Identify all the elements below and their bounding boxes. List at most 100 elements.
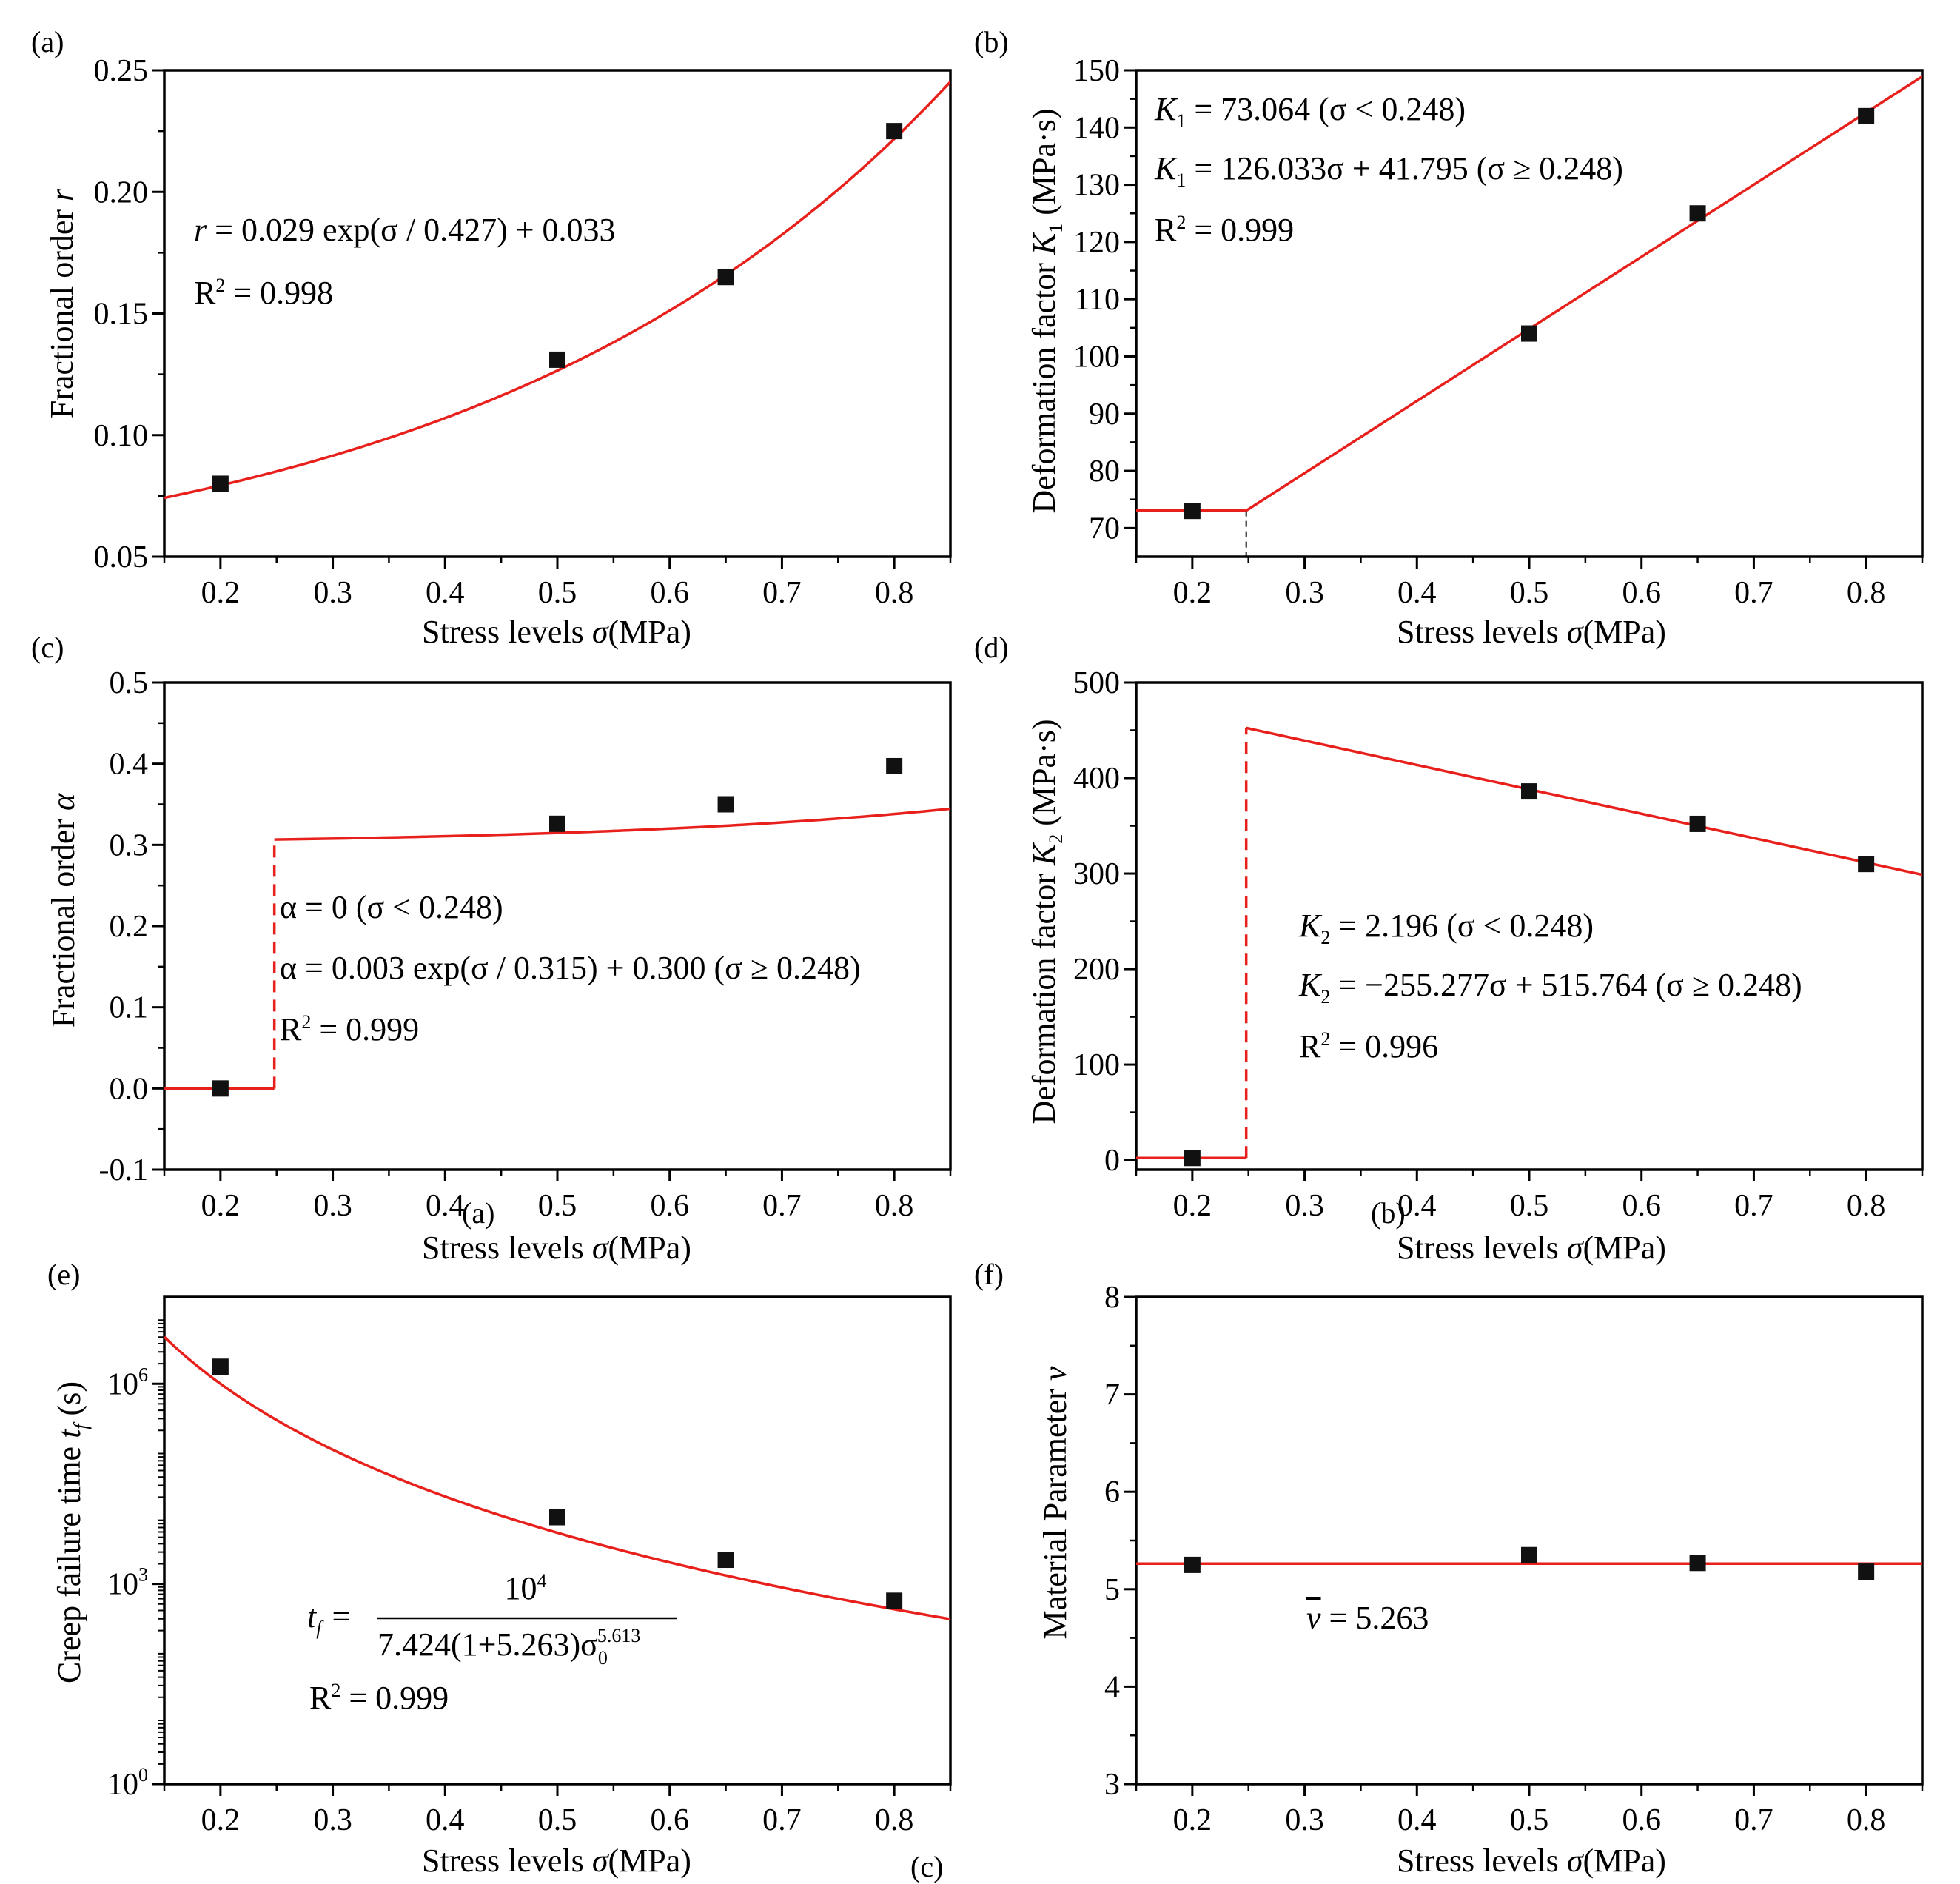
- x-tick-label: 0.4: [426, 1189, 465, 1223]
- x-axis-label-c: Stress levels σ(MPa): [422, 1230, 691, 1266]
- equation-b-1: K1 = 73.064 (σ < 0.248): [1154, 91, 1466, 132]
- data-point: [212, 475, 229, 492]
- y-axis-label-e: Creep failure time tf (s): [51, 1381, 92, 1683]
- panel-e: (e) Creep failure time tf (s) Stress lev…: [47, 1258, 952, 1883]
- stray-label-b: (b): [1371, 1196, 1406, 1230]
- x-tick-label: 0.2: [1173, 1803, 1212, 1837]
- y-tick-label: 0.1: [110, 991, 149, 1025]
- fit-line: [164, 81, 950, 500]
- x-tick-label: 0.8: [1847, 576, 1886, 610]
- x-tick-label: 0.7: [762, 1189, 802, 1223]
- x-tick-label: 0.2: [201, 1803, 241, 1837]
- x-tick-label: 0.4: [1397, 1803, 1437, 1837]
- data-point: [1184, 503, 1201, 520]
- data-point: [212, 1080, 229, 1097]
- y-tick-label: 4: [1104, 1670, 1120, 1704]
- equation-f-mean: v = 5.263: [1306, 1600, 1429, 1636]
- x-tick-label: 0.4: [1397, 576, 1437, 610]
- fit-line: [164, 1335, 950, 1620]
- x-tick-label: 0.3: [1285, 576, 1324, 610]
- data-point: [886, 1592, 903, 1609]
- data-point: [1521, 783, 1537, 800]
- data-point: [549, 1509, 565, 1526]
- y-tick-label: 100: [1073, 340, 1120, 374]
- data-point: [1184, 1150, 1201, 1167]
- y-axis-label-f: Material Parameter v: [1037, 1366, 1073, 1639]
- x-tick-label: 0.8: [875, 576, 914, 610]
- stray-label-a: (a): [462, 1196, 494, 1230]
- y-tick-label: 200: [1073, 953, 1120, 987]
- y-tick-label: 80: [1089, 455, 1120, 489]
- equation-d-1: K2 = 2.196 (σ < 0.248): [1298, 908, 1594, 948]
- y-tick-label: 103: [107, 1564, 148, 1602]
- x-tick-label: 0.8: [875, 1189, 914, 1223]
- x-axis-label-b: Stress levels σ(MPa): [1397, 614, 1666, 650]
- panel-label-b: (b): [974, 25, 1009, 58]
- x-tick-label: 0.2: [201, 1189, 241, 1223]
- y-tick-label: 140: [1073, 111, 1120, 145]
- stray-label-c: (c): [910, 1850, 943, 1883]
- panel-c: (c) Fractional order α Stress levels σ(M…: [31, 631, 952, 1266]
- x-tick-label: 0.7: [1734, 576, 1773, 610]
- x-tick-label: 0.4: [426, 1803, 465, 1837]
- panel-label-f: (f): [974, 1258, 1004, 1291]
- equation-b-r2: R2 = 0.999: [1155, 212, 1294, 248]
- x-tick-label: 0.4: [426, 576, 465, 610]
- y-tick-label: 100: [1073, 1048, 1120, 1082]
- y-tick-label: 0.0: [110, 1072, 149, 1106]
- equation-a-r2: R2 = 0.998: [194, 275, 333, 311]
- x-tick-label: 0.7: [762, 576, 802, 610]
- panel-label-d: (d): [974, 631, 1009, 664]
- fit-line: [1246, 726, 1922, 876]
- y-tick-label: 0: [1104, 1144, 1120, 1178]
- data-point: [1184, 1556, 1201, 1573]
- y-tick-label: 8: [1104, 1281, 1120, 1315]
- equation-d-r2: R2 = 0.996: [1299, 1028, 1438, 1065]
- x-tick-label: 0.3: [1285, 1189, 1324, 1223]
- x-tick-label: 0.7: [1734, 1189, 1773, 1223]
- equation-e-numerator: 104: [505, 1570, 547, 1606]
- y-tick-label: 106: [107, 1364, 148, 1401]
- data-point: [886, 757, 903, 774]
- x-tick-label: 0.8: [875, 1803, 914, 1837]
- y-tick-label: 300: [1073, 857, 1120, 891]
- y-axis-label-d: Deformation factor K2 (MPa·s): [1026, 720, 1067, 1124]
- y-tick-label: 5: [1104, 1573, 1120, 1607]
- x-tick-label: 0.2: [1173, 1189, 1212, 1223]
- data-point: [717, 796, 734, 813]
- y-axis-label-b: Deformation factor K1 (MPa·s): [1026, 109, 1067, 514]
- x-tick-label: 0.5: [1510, 1189, 1549, 1223]
- y-tick-label: 110: [1075, 283, 1120, 317]
- data-point: [549, 351, 565, 368]
- equation-c-2: α = 0.003 exp(σ / 0.315) + 0.300 (σ ≥ 0.…: [280, 950, 861, 986]
- x-axis-label-a: Stress levels σ(MPa): [422, 614, 691, 650]
- data-point: [717, 1552, 734, 1569]
- data-point: [212, 1358, 229, 1375]
- x-tick-label: 0.4: [1397, 1189, 1437, 1223]
- plot-frame-c: [163, 681, 952, 1171]
- y-tick-label: 6: [1104, 1475, 1120, 1509]
- panel-d: (d) Deformation factor K2 (MPa·s) Stress…: [974, 631, 1924, 1266]
- fit-line: [1245, 75, 1922, 512]
- y-tick-label: 0.20: [94, 175, 149, 209]
- data-point: [1521, 325, 1537, 342]
- y-axis-label-c: Fractional order α: [45, 793, 81, 1028]
- y-tick-label: 130: [1073, 169, 1120, 203]
- y-tick-label: 70: [1089, 512, 1120, 546]
- x-tick-label: 0.6: [650, 1803, 689, 1837]
- x-axis-label-d: Stress levels σ(MPa): [1397, 1230, 1666, 1266]
- y-tick-label: 0.10: [94, 419, 149, 453]
- equation-a-1: r = 0.029 exp(σ / 0.427) + 0.033: [194, 212, 616, 248]
- y-tick-label: 0.3: [110, 828, 149, 862]
- data-point: [1689, 815, 1706, 832]
- y-tick-label: 3: [1104, 1768, 1120, 1802]
- y-tick-label: 500: [1073, 666, 1120, 700]
- y-tick-label: 0.15: [94, 298, 149, 332]
- y-tick-label: 0.05: [94, 540, 149, 574]
- x-tick-label: 0.5: [538, 1803, 577, 1837]
- x-tick-label: 0.3: [313, 576, 352, 610]
- x-axis-label-f: Stress levels σ(MPa): [1397, 1843, 1666, 1879]
- x-tick-label: 0.6: [650, 1189, 689, 1223]
- equation-c-r2: R2 = 0.999: [280, 1011, 419, 1047]
